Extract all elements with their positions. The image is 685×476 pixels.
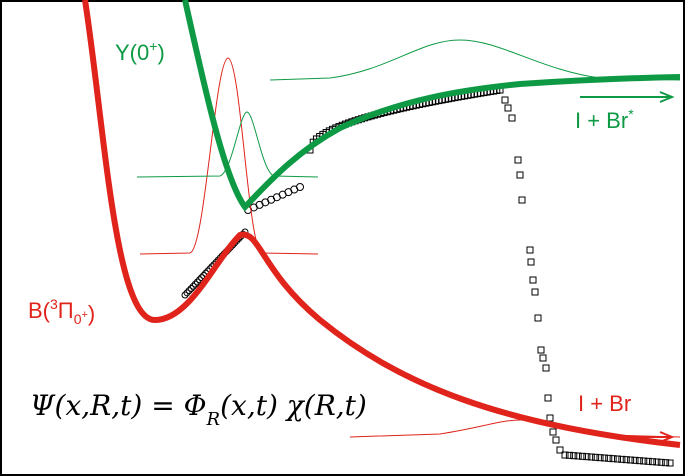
trajectory-marker [579,452,586,460]
trajectory-marker [189,282,197,290]
equation: Ψ(x,R,t) = ΦR(x,t) χ(R,t) [30,389,367,430]
trajectory-marker [618,455,626,463]
trajectory-marker [666,459,674,467]
y-state-label: Y(0+) [115,38,165,65]
trajectory-marker [195,276,203,284]
trajectory-marker [534,314,542,322]
trajectory-marker [662,459,670,467]
b-state-curve [82,0,681,448]
trajectory-marker [531,288,539,296]
trajectory-marker [501,96,509,104]
trajectory-marker [546,414,554,422]
trajectory-marker [504,104,512,112]
trajectory-marker [549,428,557,436]
trajectory-marker [508,114,516,122]
trajectory-marker [653,458,661,466]
trajectory-marker [193,278,201,286]
upper-product-wavepacket [269,39,681,81]
trajectory-marker [631,456,639,464]
trajectory-marker [191,280,199,288]
lower-arrowhead [659,431,675,443]
trajectory-marker [514,156,522,164]
trajectory-marker [552,436,560,444]
trajectory-marker [561,451,569,459]
trajectory-marker [570,452,578,460]
trajectory-marker [539,354,547,362]
trajectory-marker [657,458,665,466]
trajectory-marker [185,287,193,295]
ground-wavepacket [139,57,319,255]
trajectory-marker [635,457,643,465]
y-state-curve [182,0,681,212]
upper-asymptote-label: I + Br* [575,106,634,133]
trajectory-marker [627,456,635,464]
trajectory-marker [181,291,189,299]
trajectory-marker [609,455,617,463]
lower-asymptote-label: I + Br [578,391,631,416]
trajectory-marker [600,454,608,462]
trajectory-marker [526,246,534,254]
trajectory-marker [542,364,550,372]
trajectory-marker [565,451,573,459]
trajectory-marker [583,453,591,461]
trajectory-marker [640,457,648,465]
trajectory-marker [537,346,545,354]
trajectory-marker [518,196,526,204]
trajectory-marker [596,454,604,462]
trajectory-marker [622,456,630,464]
trajectory-marker [592,453,600,461]
trajectory-marker [187,284,195,292]
trajectory-marker [544,394,552,402]
trajectory-marker [587,453,595,461]
trajectory-marker [516,171,524,179]
trajectory-marker [614,455,621,463]
trajectory-marker [296,183,304,191]
upper-arrowhead [659,91,675,103]
trajectory-marker [574,452,582,460]
trajectory-marker [527,258,535,266]
trajectory-marker [605,454,613,462]
trajectory-marker [556,446,564,454]
trajectory-marker [644,457,652,465]
trajectory-marker [649,458,656,466]
trajectory-marker [183,289,191,297]
b-state-label: B(3Π0+) [28,296,95,327]
trajectory-marker [529,276,537,284]
